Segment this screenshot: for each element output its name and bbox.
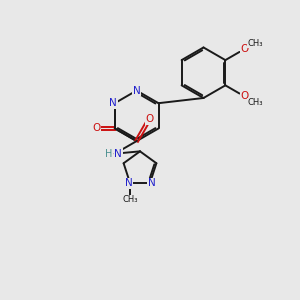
Text: N: N xyxy=(110,98,117,108)
Text: O: O xyxy=(145,114,153,124)
Text: N: N xyxy=(124,178,132,188)
Text: CH₃: CH₃ xyxy=(247,38,263,47)
Text: CH₃: CH₃ xyxy=(122,195,138,204)
Text: O: O xyxy=(92,124,100,134)
Text: O: O xyxy=(240,44,248,54)
Text: N: N xyxy=(133,85,140,96)
Text: CH₃: CH₃ xyxy=(247,98,263,107)
Text: H: H xyxy=(105,149,112,159)
Text: N: N xyxy=(114,149,122,159)
Text: O: O xyxy=(240,91,248,101)
Text: N: N xyxy=(148,178,155,188)
